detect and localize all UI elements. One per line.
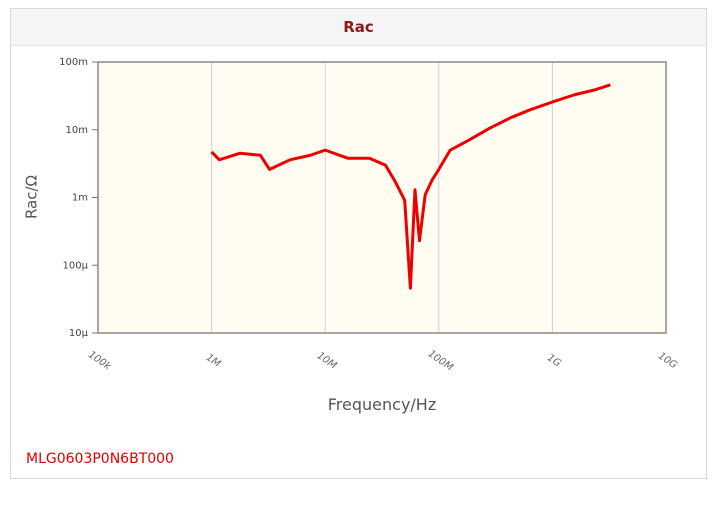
data-line xyxy=(210,83,611,290)
y-tick-label: 1m xyxy=(72,193,88,204)
y-tick-label: 10m xyxy=(66,125,88,136)
x-axis-label: Frequency/Hz xyxy=(328,395,436,414)
panel-title: Rac xyxy=(11,9,706,46)
x-tick-label: 1M xyxy=(204,352,223,370)
plot-area xyxy=(98,62,666,333)
x-tick-label: 10G xyxy=(656,351,679,372)
x-tick-label: 100M xyxy=(426,348,455,373)
y-tick-label: 100m xyxy=(59,57,88,68)
y-axis-label: Rac/Ω xyxy=(23,175,41,219)
y-tick-label: 10μ xyxy=(69,328,89,339)
x-tick-label: 100k xyxy=(86,349,114,373)
x-tick-label: 10M xyxy=(315,350,339,371)
part-number: MLG0603P0N6BT000 xyxy=(26,451,174,467)
y-tick-label: 100μ xyxy=(63,260,89,271)
x-tick-label: 1G xyxy=(545,352,563,369)
plot-border xyxy=(97,61,667,334)
